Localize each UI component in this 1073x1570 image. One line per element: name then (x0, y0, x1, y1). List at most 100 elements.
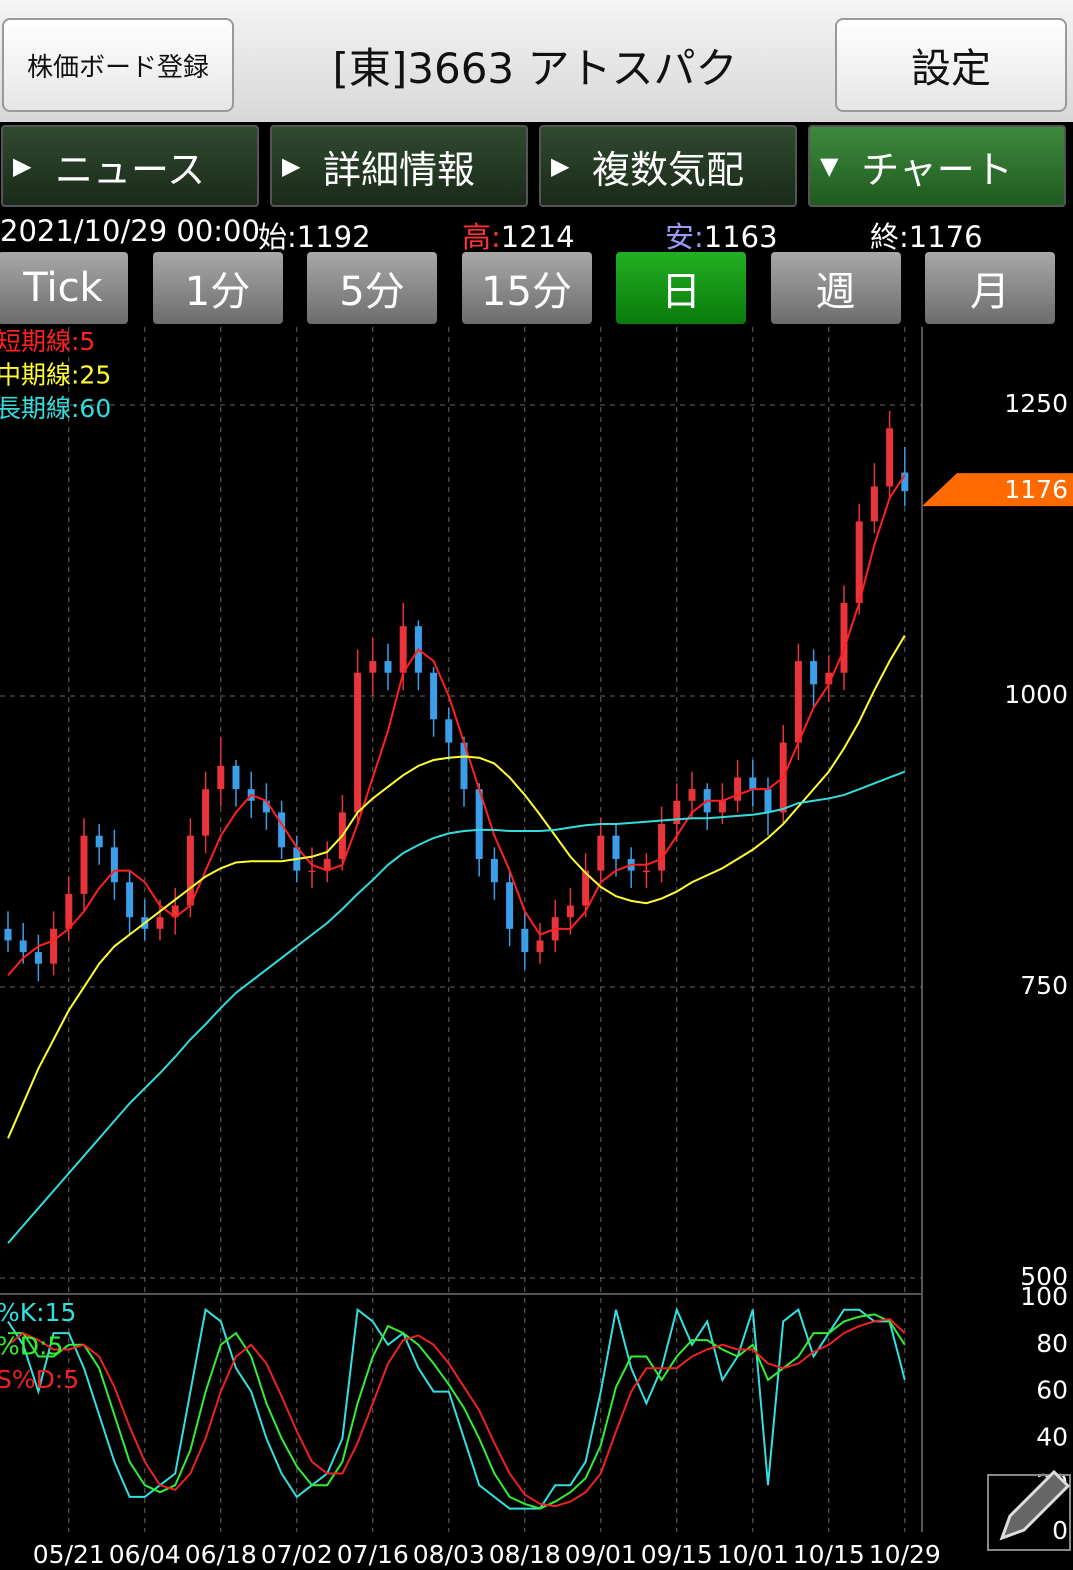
tab-label: ニュース (54, 147, 206, 192)
candle-body (399, 626, 407, 673)
timeframe-bar: Tick 1分 5分 15分日週月 (0, 252, 1073, 326)
x-tick-label: 09/15 (641, 1540, 713, 1569)
settings-button[interactable]: 設定 (835, 18, 1067, 112)
timeframe-button[interactable]: 週 (770, 252, 901, 324)
tab[interactable]: ▼ チャート (808, 125, 1066, 207)
candle-body (430, 672, 438, 720)
last-price-label: 1176 (1004, 475, 1068, 504)
candle-body (566, 905, 574, 918)
candle-body (110, 847, 118, 883)
legend-entry: 長期線:60 (0, 394, 111, 423)
candle-body (582, 870, 590, 906)
candle-body (551, 917, 559, 941)
candle-body (278, 812, 286, 848)
candle-body (901, 472, 909, 492)
candle-body (338, 812, 346, 859)
candle-body (217, 765, 225, 790)
info-value: 1163 (703, 220, 778, 254)
candle-body (202, 789, 210, 836)
indicator-line (7, 1306, 906, 1510)
tab-label: 詳細情報 (322, 147, 475, 192)
tab-arrow: ▶ (13, 152, 32, 180)
indicator-line (8, 1313, 906, 1510)
candle-body (50, 928, 58, 964)
last-price-marker (922, 473, 1073, 507)
x-tick-label: 08/03 (413, 1540, 485, 1569)
candle-body (80, 835, 88, 894)
x-tick-label: 07/16 (337, 1540, 409, 1569)
info-item: 安:1163 (665, 214, 778, 256)
tab-arrow: ▶ (551, 152, 570, 180)
tab-arrow: ▶ (282, 152, 301, 180)
info-value: 1176 (908, 220, 983, 254)
candle-body (855, 521, 863, 603)
candle-body (870, 486, 878, 522)
info-bar: 2021/10/29 00:00 始:1192 高:1214 安:1163 終:117… (0, 212, 1073, 254)
candle-body (688, 789, 696, 801)
y-tick-label: 100 (1020, 1282, 1068, 1311)
timeframe-button[interactable]: 5分 (307, 252, 437, 324)
candle-body (369, 661, 377, 673)
candle-body (597, 835, 605, 871)
candle-body (612, 835, 620, 859)
title: [東]3663 アトスパク (332, 43, 738, 93)
timeframe-button[interactable]: 15分 (461, 252, 592, 324)
indicator-line (7, 474, 906, 977)
info-item: 始:1192 (258, 214, 371, 256)
datetime: 2021/10/29 00:00 (0, 214, 260, 248)
legend-entry: %K:15 (0, 1298, 76, 1327)
info-label: 高: (462, 220, 501, 254)
tab-label: 複数気配 (591, 147, 744, 192)
y-tick-label: 80 (1036, 1329, 1068, 1358)
candle-body (460, 742, 468, 790)
candle-body (810, 661, 818, 685)
y-tick-label: 60 (1036, 1376, 1068, 1405)
candle-body (764, 789, 772, 813)
pencil-icon (999, 1469, 1071, 1541)
indicator-line (7, 1317, 906, 1508)
candle-body (323, 858, 331, 871)
candle-body (886, 428, 894, 487)
candle-body (840, 602, 848, 673)
info-label: 始: (258, 220, 297, 254)
candle-body (19, 940, 27, 953)
edit-box (987, 1474, 1071, 1551)
tab[interactable]: ▶ 詳細情報 (270, 125, 528, 207)
info-value: 1214 (500, 220, 575, 254)
x-tick-label: 07/02 (261, 1540, 333, 1569)
header: 株価ボード登録 [東]3663 アトスパク 設定 (0, 0, 1073, 122)
candle-body (293, 847, 301, 871)
timeframe-button[interactable]: Tick (0, 252, 128, 324)
y-tick-label: 500 (1020, 1262, 1068, 1291)
candle-body (779, 742, 787, 813)
x-tick-label: 10/15 (793, 1540, 865, 1569)
candle-body (445, 719, 453, 743)
candle-body (354, 672, 362, 813)
candle-body (232, 765, 240, 790)
x-tick-label: 09/01 (565, 1540, 637, 1569)
legend-entry: %D:5 (0, 1332, 63, 1361)
info-label: 安: (665, 220, 704, 254)
candle-body (34, 952, 42, 964)
tab-arrow: ▼ (820, 152, 839, 180)
x-tick-label: 06/18 (185, 1540, 257, 1569)
legend-entry: 中期線:25 (0, 361, 111, 390)
candle-body (141, 917, 149, 929)
timeframe-button[interactable]: 1分 (152, 252, 283, 324)
tab[interactable]: ▶ ニュース (1, 125, 259, 207)
candle-body (4, 928, 12, 941)
tab[interactable]: ▶ 複数気配 (539, 125, 797, 207)
info-item: 高:1214 (462, 214, 575, 256)
timeframe-button[interactable]: 日 (616, 252, 746, 324)
candle-body (262, 800, 270, 813)
candle-body (642, 870, 650, 873)
register-button[interactable]: 株価ボード登録 (2, 18, 234, 112)
legend-entry: 短期線:5 (0, 327, 95, 356)
x-tick-label: 08/18 (489, 1540, 561, 1569)
candle-body (414, 626, 422, 673)
tab-label: チャート (861, 147, 1013, 192)
info-item: 終:1176 (870, 214, 983, 256)
candle-body (627, 858, 635, 871)
timeframe-button[interactable]: 月 (925, 252, 1055, 324)
